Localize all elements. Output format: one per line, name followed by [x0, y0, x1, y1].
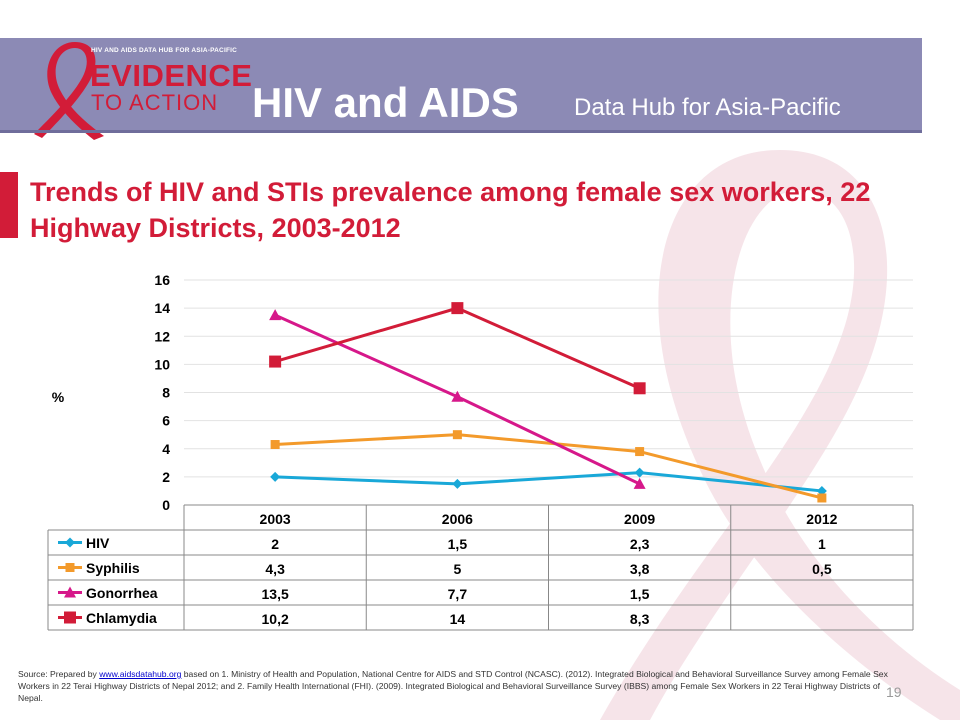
series-line-syphilis: [275, 433, 823, 500]
hub-title: HIV and AIDS: [252, 79, 519, 126]
y-tick-label: 0: [162, 497, 170, 513]
point-syphilis: [452, 430, 462, 440]
table-cell-hiv: 2: [271, 536, 279, 552]
legend-label-syphilis: Syphilis: [86, 560, 140, 576]
series-line-hiv: [275, 471, 823, 493]
logo-wordmark: EVIDENCE: [90, 58, 253, 93]
table-cell-gonorrhea: 13,5: [262, 586, 289, 602]
source-prefix: Source: Prepared by: [18, 669, 100, 679]
x-category-label: 2009: [624, 511, 655, 527]
source-text: based on 1. Ministry of Health and Popul…: [18, 669, 888, 703]
table-cell-hiv: 1: [818, 536, 826, 552]
table-cell-chlamydia: 8,3: [630, 611, 650, 627]
y-tick-label: 4: [162, 441, 170, 457]
x-category-label: 2003: [260, 511, 291, 527]
chart: 0 2 4 6 8 10 12 14 16% 2003 2006 2009 2012 HIV 2 1,5 2,3…: [0, 260, 960, 650]
point-syphilis: [817, 493, 827, 503]
logo-tagline: HIV AND AIDS DATA HUB FOR ASIA-PACIFIC: [91, 47, 238, 54]
table-cell-hiv: 2,3: [630, 536, 650, 552]
table-cell-hiv: 1,5: [448, 536, 468, 552]
legend-marker-syphilis: [65, 563, 75, 572]
point-gonorrhea: [633, 477, 646, 489]
table-cell-syphilis: 0,5: [812, 561, 832, 577]
y-tick-label: 16: [154, 272, 170, 288]
logo-subwordmark: TO ACTION: [91, 90, 219, 115]
legend-marker-chlamydia: [64, 611, 76, 624]
title-accent-bar: [0, 172, 18, 238]
table-cell-syphilis: 4,3: [265, 561, 285, 577]
source-note: Source: Prepared by www.aidsdatahub.org …: [18, 668, 888, 704]
red-ribbon-icon: [34, 42, 104, 140]
hub-subtitle: Data Hub for Asia-Pacific: [574, 94, 841, 121]
header-shadow: [0, 130, 922, 133]
y-tick-label: 12: [154, 328, 170, 344]
y-tick-label: 10: [154, 356, 170, 372]
source-link[interactable]: www.aidsdatahub.org: [99, 669, 182, 679]
y-tick-label: 8: [162, 385, 170, 401]
y-tick-label: 6: [162, 413, 170, 429]
point-syphilis: [270, 440, 280, 450]
y-tick-label: 2: [162, 469, 170, 485]
legend-label-hiv: HIV: [86, 535, 110, 551]
point-chlamydia: [269, 355, 282, 368]
table-cell-gonorrhea: 7,7: [448, 586, 468, 602]
y-axis-label: %: [52, 389, 65, 405]
logo: HIV AND AIDS DATA HUB FOR ASIA-PACIFIC E…: [0, 38, 253, 140]
slide-number: 19: [886, 684, 902, 700]
table-cell-chlamydia: 14: [450, 611, 466, 627]
y-tick-label: 14: [154, 300, 170, 316]
point-syphilis: [635, 447, 645, 457]
point-chlamydia: [451, 302, 464, 315]
series-line-chlamydia: [274, 306, 641, 390]
legend-marker-hiv: [65, 537, 75, 548]
slide-title: Trends of HIV and STIs prevalence among …: [30, 177, 871, 243]
x-category-label: 2006: [442, 511, 473, 527]
point-gonorrhea: [269, 309, 282, 321]
table-cell-syphilis: 3,8: [630, 561, 650, 577]
point-chlamydia: [633, 382, 646, 395]
table-cell-syphilis: 5: [453, 561, 461, 577]
point-gonorrhea: [451, 390, 464, 402]
point-hiv: [452, 478, 463, 489]
point-hiv: [634, 467, 645, 478]
point-hiv: [270, 471, 281, 482]
x-category-label: 2012: [806, 511, 837, 527]
legend-label-chlamydia: Chlamydia: [86, 610, 157, 626]
legend-label-gonorrhea: Gonorrhea: [86, 585, 158, 601]
table-cell-chlamydia: 10,2: [262, 611, 289, 627]
header-band: HIV AND AIDS DATA HUB FOR ASIA-PACIFIC E…: [0, 38, 922, 140]
point-hiv: [816, 485, 827, 496]
table-cell-gonorrhea: 1,5: [630, 586, 650, 602]
line-chart: 0 2 4 6 8 10 12 14 16% 2003 2006 2009 2012 HIV 2 1,5 2,3…: [47, 272, 914, 631]
legend-marker-gonorrhea: [64, 586, 76, 598]
